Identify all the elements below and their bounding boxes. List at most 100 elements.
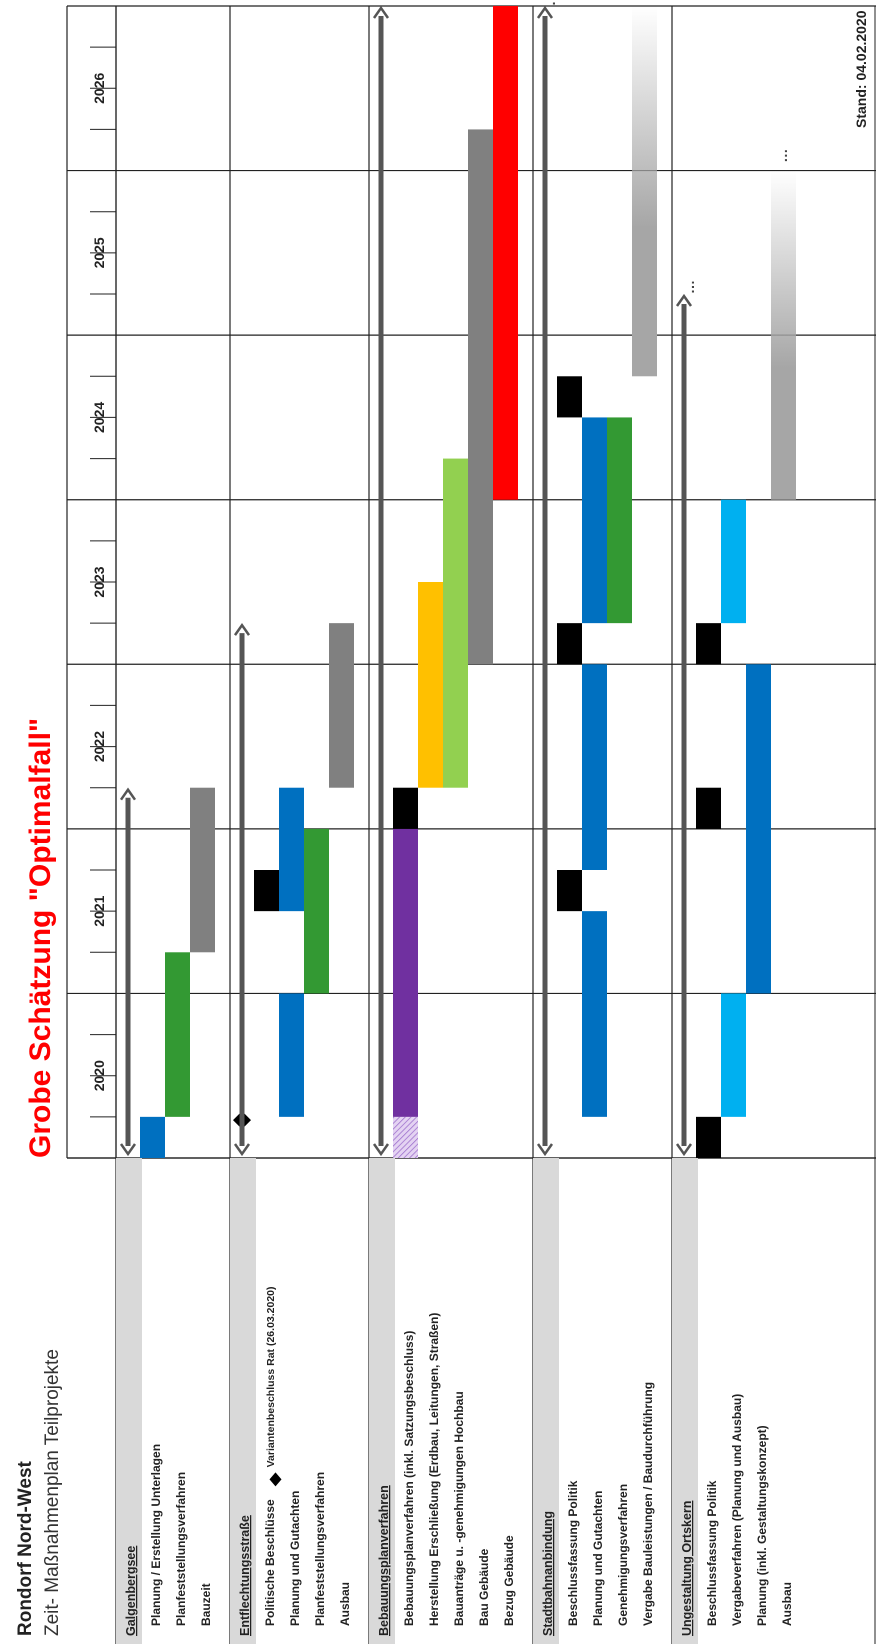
year-label-group: 2021 bbox=[91, 895, 107, 926]
gantt-bar bbox=[696, 1116, 721, 1158]
row-label: Ausbau bbox=[780, 1582, 794, 1626]
gantt-bar bbox=[696, 787, 721, 829]
group-label: Ungestaltung Ortskern bbox=[680, 1501, 694, 1636]
range-continuation-mark: … bbox=[542, 0, 558, 6]
gantt-bar bbox=[329, 623, 354, 788]
gantt-bar bbox=[696, 623, 721, 665]
bars-layer: …… bbox=[140, 6, 796, 1158]
year-label: 2026 bbox=[91, 73, 107, 104]
row-label: Bebauungsplanverfahren (inkl. Satzungsbe… bbox=[402, 1331, 416, 1626]
range-arrow bbox=[233, 622, 251, 1157]
year-label-group: 2026 bbox=[91, 73, 107, 104]
row-label-group: Politische Beschlüsse Variantenbeschluss … bbox=[263, 1286, 282, 1626]
range-arrow-head-bottom bbox=[536, 1143, 554, 1157]
row-label: Planung und Gutachten bbox=[591, 1491, 605, 1626]
gantt-bar bbox=[771, 170, 796, 500]
range-arrow-head-bottom bbox=[119, 1143, 137, 1157]
range-arrow-head-top bbox=[233, 622, 251, 636]
gantt-bar bbox=[746, 664, 771, 994]
gantt-bar bbox=[721, 499, 746, 624]
row-label: Beschlussfassung Politik bbox=[705, 1480, 719, 1626]
headline: Grobe Schätzung "Optimalfall" bbox=[24, 718, 57, 1158]
gantt-bar bbox=[140, 1116, 165, 1158]
year-label: 2024 bbox=[91, 402, 107, 433]
year-label-group: 2020 bbox=[91, 1060, 107, 1091]
year-label-group: 2022 bbox=[91, 731, 107, 762]
row-label: Herstellung Erschließung (Erdbau, Leitun… bbox=[427, 1313, 441, 1626]
stand-date: Stand: 04.02.2020 bbox=[853, 10, 869, 128]
gantt-bar bbox=[557, 376, 582, 418]
year-label-group: 2025 bbox=[91, 237, 107, 268]
gantt-bar bbox=[632, 6, 657, 377]
gantt-bar bbox=[582, 911, 607, 1117]
title: Rondorf Nord-West bbox=[15, 1460, 36, 1636]
range-arrows: …… bbox=[119, 0, 697, 1157]
gantt-bar bbox=[279, 993, 304, 1117]
group-label: Entflechtungsstraße bbox=[238, 1515, 252, 1636]
group-band bbox=[672, 1158, 698, 1644]
row-label-group: Ausbau bbox=[780, 1582, 794, 1626]
row-label: Planung / Erstellung Unterlagen bbox=[149, 1444, 163, 1626]
gantt-bar bbox=[582, 417, 607, 624]
group-label: Bebauungsplanverfahren bbox=[377, 1485, 391, 1636]
gantt-bar bbox=[254, 870, 279, 912]
milestone-legend-icon bbox=[269, 1472, 282, 1487]
gantt-bar bbox=[607, 417, 632, 624]
range-arrow-head-bottom bbox=[233, 1143, 251, 1157]
row-label: Bauanträge u. -genehmigungen Hochbau bbox=[452, 1391, 466, 1626]
row-label: Genehmigungsverfahren bbox=[616, 1484, 630, 1626]
row-label-group: Planfeststellungsverfahren bbox=[174, 1472, 188, 1626]
row-label: Planfeststellungsverfahren bbox=[313, 1472, 327, 1626]
row-label-group: Genehmigungsverfahren bbox=[616, 1484, 630, 1626]
range-arrow: … bbox=[536, 0, 558, 1157]
row-label: Bezug Gebäude bbox=[502, 1535, 516, 1626]
row-label-group: Bezug Gebäude bbox=[502, 1535, 516, 1626]
row-label-group: Planung und Gutachten bbox=[591, 1491, 605, 1626]
gantt-bar bbox=[393, 787, 418, 829]
row-label-group: Bebauungsplanverfahren (inkl. Satzungsbe… bbox=[402, 1331, 416, 1626]
row-label-extra: Variantenbeschluss Rat (26.03.2020) bbox=[265, 1286, 277, 1467]
year-label: 2020 bbox=[91, 1060, 107, 1091]
row-label-group: Planung (inkl. Gestaltungskonzept) bbox=[755, 1425, 769, 1626]
group-label: Galgenbergsee bbox=[124, 1546, 138, 1636]
gantt-bar bbox=[557, 623, 582, 665]
gantt-bar bbox=[393, 828, 418, 1117]
group-label-group: Galgenbergsee bbox=[124, 1546, 138, 1636]
range-arrow-head-top bbox=[119, 787, 137, 801]
group-band bbox=[116, 1158, 142, 1644]
gantt-bar bbox=[468, 129, 493, 665]
group-label: Stadtbahnanbindung bbox=[541, 1511, 555, 1636]
row-label: Planfeststellungsverfahren bbox=[174, 1472, 188, 1626]
gantt-bar bbox=[190, 787, 215, 953]
year-label-group: 2024 bbox=[91, 402, 107, 433]
range-arrow-head-bottom bbox=[372, 1143, 390, 1157]
group-band bbox=[533, 1158, 559, 1644]
row-label-group: Bauzeit bbox=[199, 1583, 213, 1626]
year-label: 2023 bbox=[91, 566, 107, 597]
group-label-group: Ungestaltung Ortskern bbox=[680, 1501, 694, 1636]
row-label: Politische Beschlüsse bbox=[263, 1499, 277, 1626]
row-label: Vergabe Bauleistungen / Baudurchführung bbox=[641, 1382, 655, 1626]
row-label-group: Planung und Gutachten bbox=[288, 1491, 302, 1626]
range-continuation-mark: … bbox=[681, 280, 697, 294]
gantt-bar bbox=[393, 1116, 418, 1158]
row-label-group: Vergabe Bauleistungen / Baudurchführung bbox=[641, 1382, 655, 1626]
row-label-group: Planung / Erstellung Unterlagen bbox=[149, 1444, 163, 1626]
row-label-group: Beschlussfassung Politik bbox=[705, 1480, 719, 1626]
row-label-group: Vergabeverfahren (Planung und Ausbau) bbox=[730, 1394, 744, 1626]
gantt-bar bbox=[165, 952, 190, 1117]
group-label-group: Bebauungsplanverfahren bbox=[377, 1485, 391, 1636]
group-label-group: Entflechtungsstraße bbox=[238, 1515, 252, 1636]
row-label-group: Beschlussfassung Politik bbox=[566, 1480, 580, 1626]
row-label: Bauzeit bbox=[199, 1583, 213, 1626]
gantt-bar bbox=[557, 870, 582, 912]
row-label: Beschlussfassung Politik bbox=[566, 1480, 580, 1626]
range-arrow-head-top bbox=[536, 5, 554, 19]
row-label-group: Bau Gebäude bbox=[477, 1548, 491, 1626]
row-label: Planung und Gutachten bbox=[288, 1491, 302, 1626]
gantt-bar bbox=[279, 787, 304, 912]
range-arrow bbox=[119, 787, 137, 1157]
gantt-bar bbox=[582, 664, 607, 870]
group-band bbox=[230, 1158, 256, 1644]
